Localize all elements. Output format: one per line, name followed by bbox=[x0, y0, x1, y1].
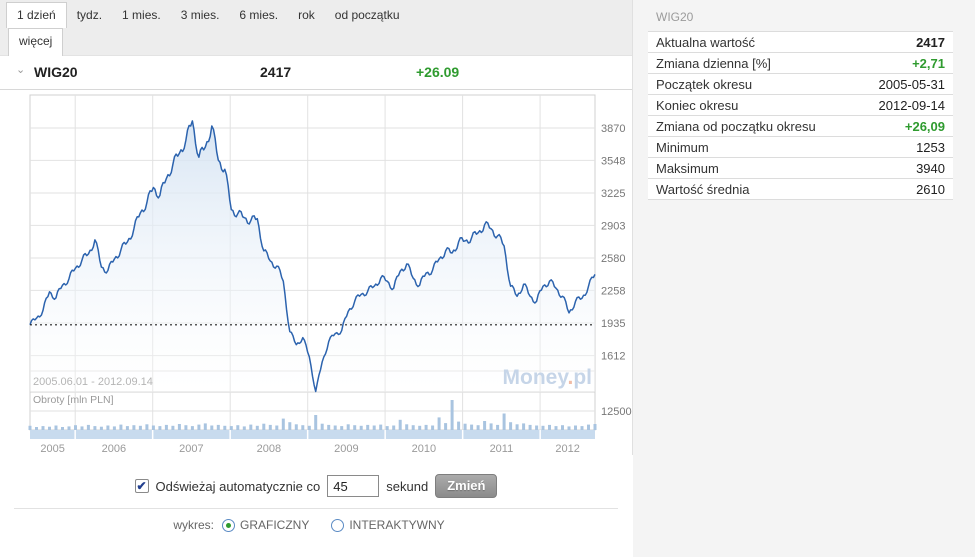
volume-label: Obroty [mln PLN] bbox=[33, 394, 114, 406]
svg-text:2005: 2005 bbox=[40, 443, 64, 455]
change-button[interactable]: Zmień bbox=[435, 474, 498, 498]
chart-type-option-label: INTERAKTYWNY bbox=[349, 518, 445, 532]
chart-type-option-graficzny[interactable]: GRAFICZNY bbox=[221, 518, 310, 532]
instrument-change: +26.09 bbox=[416, 64, 460, 80]
watermark: Money.pl bbox=[503, 366, 592, 389]
price-line bbox=[29, 120, 596, 393]
auto-refresh-label: Odświeżaj automatycznie co bbox=[155, 478, 321, 494]
svg-text:3870: 3870 bbox=[601, 123, 625, 135]
table-row: Maksimum 3940 bbox=[648, 158, 953, 179]
svg-text:3225: 3225 bbox=[601, 188, 625, 200]
chart-type-row: wykres: GRAFICZNY INTERAKTYWNY bbox=[0, 518, 632, 532]
svg-text:2011: 2011 bbox=[490, 443, 514, 455]
table-row: Początek okresu 2005-05-31 bbox=[648, 74, 953, 95]
table-row: Koniec okresu 2012-09-14 bbox=[648, 95, 953, 116]
table-row: Wartość średnia 2610 bbox=[648, 179, 953, 200]
x-axis-band bbox=[30, 430, 595, 439]
instrument-value: 2417 bbox=[260, 64, 292, 80]
svg-text:1612: 1612 bbox=[601, 351, 625, 363]
tab-od-poczatku[interactable]: od początku bbox=[334, 8, 400, 22]
tab-6-mies[interactable]: 6 mies. bbox=[239, 8, 279, 22]
period-label: 2005.06.01 - 2012.09.14 bbox=[33, 376, 153, 388]
chart-type-label: wykres: bbox=[173, 518, 214, 532]
svg-text:2006: 2006 bbox=[102, 443, 126, 455]
table-row: Zmiana od początku okresu +26,09 bbox=[648, 116, 953, 137]
tab-rok[interactable]: rok bbox=[298, 8, 315, 22]
period-tabbar-row2: więcej bbox=[0, 28, 632, 56]
svg-text:2258: 2258 bbox=[601, 285, 625, 297]
table-row: Aktualna wartość 2417 bbox=[648, 32, 953, 53]
auto-refresh-checkbox[interactable]: ✔ bbox=[134, 479, 149, 493]
volume-bars bbox=[28, 400, 597, 430]
tab-wiecej[interactable]: więcej bbox=[8, 28, 64, 56]
auto-refresh-row: ✔ Odświeżaj automatycznie co sekund Zmie… bbox=[0, 474, 632, 498]
wig20-chart-svg: Money.pl 2005.06.01 - 2012.09.14 Obroty [m… bbox=[28, 94, 635, 455]
vertical-divider bbox=[632, 0, 633, 455]
chart-header: ⌄ WIG20 2417 +26.09 bbox=[0, 56, 632, 90]
svg-text:2903: 2903 bbox=[601, 220, 625, 232]
tab-tydz[interactable]: tydz. bbox=[76, 8, 103, 22]
svg-text:2580: 2580 bbox=[601, 253, 625, 265]
price-chart: Money.pl 2005.06.01 - 2012.09.14 Obroty [m… bbox=[0, 90, 635, 460]
tab-1-dzien[interactable]: 1 dzień bbox=[6, 2, 67, 28]
svg-text:2008: 2008 bbox=[257, 443, 281, 455]
instrument-name: WIG20 bbox=[34, 64, 78, 80]
seconds-label: sekund bbox=[386, 478, 429, 494]
table-row: Minimum 1253 bbox=[648, 137, 953, 158]
svg-text:3548: 3548 bbox=[601, 155, 625, 167]
tab-3-mies[interactable]: 3 mies. bbox=[180, 8, 220, 22]
chart-type-option-interaktywny[interactable]: INTERAKTYWNY bbox=[331, 518, 445, 532]
period-tabbar: 1 dzień tydz. 1 mies. 3 mies. 6 mies. ro… bbox=[0, 0, 632, 56]
controls-divider bbox=[14, 508, 618, 509]
tab-1-mies[interactable]: 1 mies. bbox=[122, 8, 161, 22]
summary-panel-title: WIG20 bbox=[656, 10, 694, 24]
y-axis-labels: 3870 3548 3225 2903 2580 2258 1935 1612 12500, bbox=[601, 123, 635, 418]
svg-text:2010: 2010 bbox=[412, 443, 436, 455]
summary-area: WIG20 Aktualna wartość 2417 Zmiana dzien… bbox=[633, 0, 975, 557]
svg-text:2009: 2009 bbox=[334, 443, 358, 455]
summary-table: Aktualna wartość 2417 Zmiana dzienna [%]… bbox=[648, 31, 953, 200]
svg-text:1935: 1935 bbox=[601, 318, 625, 330]
refresh-seconds-input[interactable] bbox=[327, 475, 380, 497]
radio-unselected-icon[interactable] bbox=[331, 518, 345, 532]
table-row: Zmiana dzienna [%] +2,71 bbox=[648, 53, 953, 74]
summary-panel: WIG20 Aktualna wartość 2417 Zmiana dzien… bbox=[648, 0, 953, 200]
x-axis-labels: 2005 2006 2007 2008 2009 2010 2011 2012 bbox=[40, 443, 579, 455]
period-tabbar-row1: 1 dzień tydz. 1 mies. 3 mies. 6 mies. ro… bbox=[0, 0, 632, 28]
chart-block: 1 dzień tydz. 1 mies. 3 mies. 6 mies. ro… bbox=[0, 0, 635, 532]
radio-selected-icon[interactable] bbox=[221, 518, 235, 532]
svg-text:2012: 2012 bbox=[555, 443, 579, 455]
svg-text:12500,: 12500, bbox=[601, 406, 632, 418]
chevron-down-icon[interactable]: ⌄ bbox=[16, 64, 26, 76]
chart-type-option-label: GRAFICZNY bbox=[239, 518, 310, 532]
svg-text:2007: 2007 bbox=[179, 443, 203, 455]
